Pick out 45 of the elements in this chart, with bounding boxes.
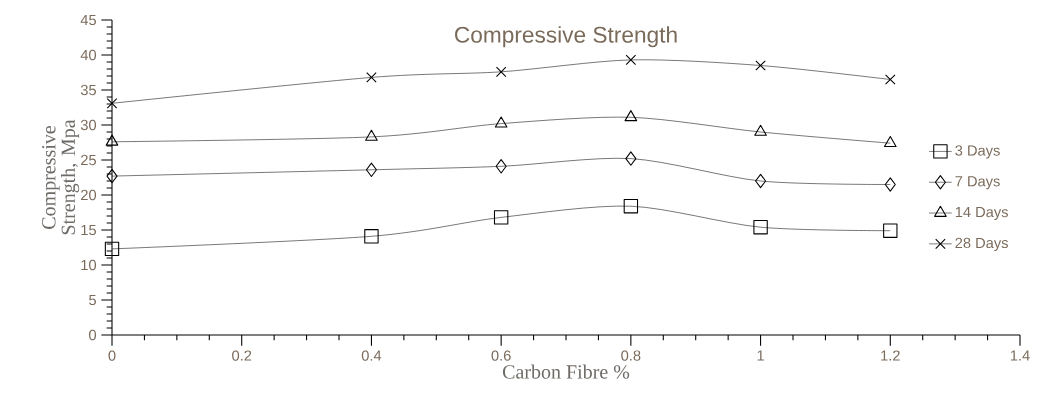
y-tick-label: 20 — [81, 189, 97, 201]
point — [625, 151, 637, 166]
point — [365, 162, 377, 178]
x-tick-label: 0.6 — [491, 350, 511, 361]
point — [366, 72, 377, 83]
point — [883, 136, 897, 148]
point — [494, 116, 508, 128]
legend-label: 14 Days — [955, 206, 1008, 221]
point — [364, 229, 379, 244]
y-tick-label: 25 — [81, 154, 96, 166]
legend-label: 28 Days — [955, 237, 1008, 251]
x-tick-label: 0.8 — [621, 350, 641, 361]
x-tick-label: 1.2 — [881, 350, 900, 361]
y-tick-label: 40 — [80, 49, 97, 61]
legend-label: 7 Days — [955, 176, 1000, 190]
point — [495, 159, 507, 174]
legend-label: 3 Days — [955, 145, 1000, 159]
y-tick-label: 30 — [80, 119, 97, 131]
y-axis-title: Compressive Strength, Mpa — [42, 119, 80, 235]
x-tick-label: 1.4 — [1010, 350, 1030, 361]
point — [365, 129, 378, 141]
point — [754, 124, 767, 136]
x-axis-title: Carbon Fibre % — [502, 364, 630, 379]
x-tick-label: 0.4 — [361, 350, 382, 361]
point — [755, 173, 767, 189]
point — [753, 220, 768, 235]
y-tick-label: 10 — [81, 259, 97, 271]
point — [493, 210, 509, 225]
x-tick-label: 0.2 — [232, 350, 252, 361]
y-tick-label: 0 — [89, 329, 97, 341]
point — [624, 110, 638, 122]
point — [884, 177, 896, 192]
y-tick-label: 5 — [89, 294, 96, 306]
point — [495, 66, 507, 78]
y-tick-label: 35 — [80, 84, 96, 96]
x-tick-label: 1 — [757, 350, 764, 361]
point — [883, 223, 898, 238]
point — [755, 60, 766, 71]
x-tick-label: 0 — [108, 350, 116, 361]
chart-title: Compressive Strength — [455, 26, 677, 48]
y-tick-label: 15 — [81, 224, 96, 236]
point — [625, 54, 637, 66]
point — [623, 199, 639, 214]
point — [885, 74, 896, 85]
y-tick-label: 45 — [80, 14, 96, 26]
